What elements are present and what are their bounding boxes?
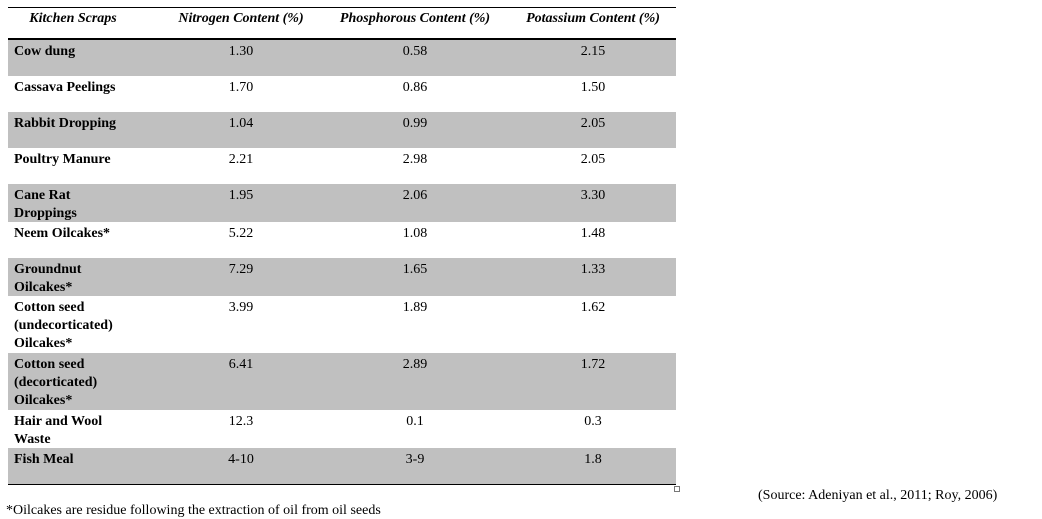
cell-value: 6.41 [228,357,254,372]
row-label: Poultry Manure [14,152,111,167]
cell-value: 0.1 [406,414,424,429]
cell-value: 2.98 [402,152,428,167]
table-row: Cassava Peelings 1.70 0.86 1.50 [8,76,676,112]
cell-value: 5.22 [228,226,254,241]
table-row: Cane Rat Droppings 1.95 2.06 3.30 [8,184,676,222]
cell-value: 1.33 [580,262,606,277]
resize-handle [674,486,680,492]
row-label: Rabbit Dropping [14,116,117,131]
table-row: Fish Meal 4-10 3-9 1.8 [8,448,676,484]
cell-value: 7.29 [228,262,254,277]
column-header: Nitrogen Content (%) [178,11,304,26]
cell-value: 2.05 [580,152,606,167]
table-row: Groundnut Oilcakes* 7.29 1.65 1.33 [8,258,676,296]
row-label: Hair and Wool Waste [14,414,103,447]
cell-value: 2.89 [402,357,428,372]
cell-value: 2.05 [580,116,606,131]
cell-value: 0.58 [402,44,428,59]
table-row: Cotton seed (undecorticated) Oilcakes* 3.… [8,296,676,353]
table-row: Hair and Wool Waste 12.3 0.1 0.3 [8,410,676,448]
cell-value: 1.72 [580,357,606,372]
cell-value: 1.04 [228,116,254,131]
cell-value: 3.30 [580,188,606,203]
row-label: Fish Meal [14,452,74,467]
row-label: Neem Oilcakes* [14,226,111,241]
bottom-rule [8,484,676,485]
cell-value: 1.08 [402,226,428,241]
column-header: Potassium Content (%) [526,11,660,26]
source: (Source: Adeniyan et al., 2011; Roy, 200… [758,488,998,503]
row-label: Cassava Peelings [14,80,116,95]
cell-value: 1.95 [228,188,254,203]
footnote: *Oilcakes are residue following the extr… [6,503,381,518]
row-label: Cane Rat Droppings [14,188,77,221]
cell-value: 1.70 [228,80,254,95]
column-header: Kitchen Scraps [29,11,117,26]
cell-value: 0.99 [402,116,428,131]
header-rule [8,38,676,40]
row-label: Cotton seed (decorticated) Oilcakes* [14,357,98,408]
cell-value: 1.48 [580,226,606,241]
cell-value: 0.3 [584,414,602,429]
table-row: Rabbit Dropping 1.04 0.99 2.05 [8,112,676,148]
row-label: Cow dung [14,44,76,59]
cell-value: 1.62 [580,300,606,315]
cell-value: 1.50 [580,80,606,95]
cell-value: 0.86 [402,80,428,95]
cell-value: 3-9 [405,452,425,467]
cell-value: 1.65 [402,262,428,277]
table-row: Cotton seed (decorticated) Oilcakes* 6.41… [8,353,676,410]
cell-value: 12.3 [228,414,254,429]
cell-value: 2.21 [228,152,254,167]
top-rule [8,7,676,8]
cell-value: 1.89 [402,300,428,315]
table-row: Poultry Manure 2.21 2.98 2.05 [8,148,676,184]
cell-value: 2.15 [580,44,606,59]
row-label: Cotton seed (undecorticated) Oilcakes* [14,300,113,351]
cell-value: 4-10 [228,452,254,467]
column-header: Phosphorous Content (%) [339,11,491,26]
table-row: Cow dung 1.30 0.58 2.15 [8,40,676,76]
cell-value: 2.06 [402,188,428,203]
row-label: Groundnut Oilcakes* [14,262,82,295]
cell-value: 1.8 [584,452,602,467]
cell-value: 1.30 [228,44,254,59]
cell-value: 3.99 [228,300,254,315]
table-row: Neem Oilcakes* 5.22 1.08 1.48 [8,222,676,258]
